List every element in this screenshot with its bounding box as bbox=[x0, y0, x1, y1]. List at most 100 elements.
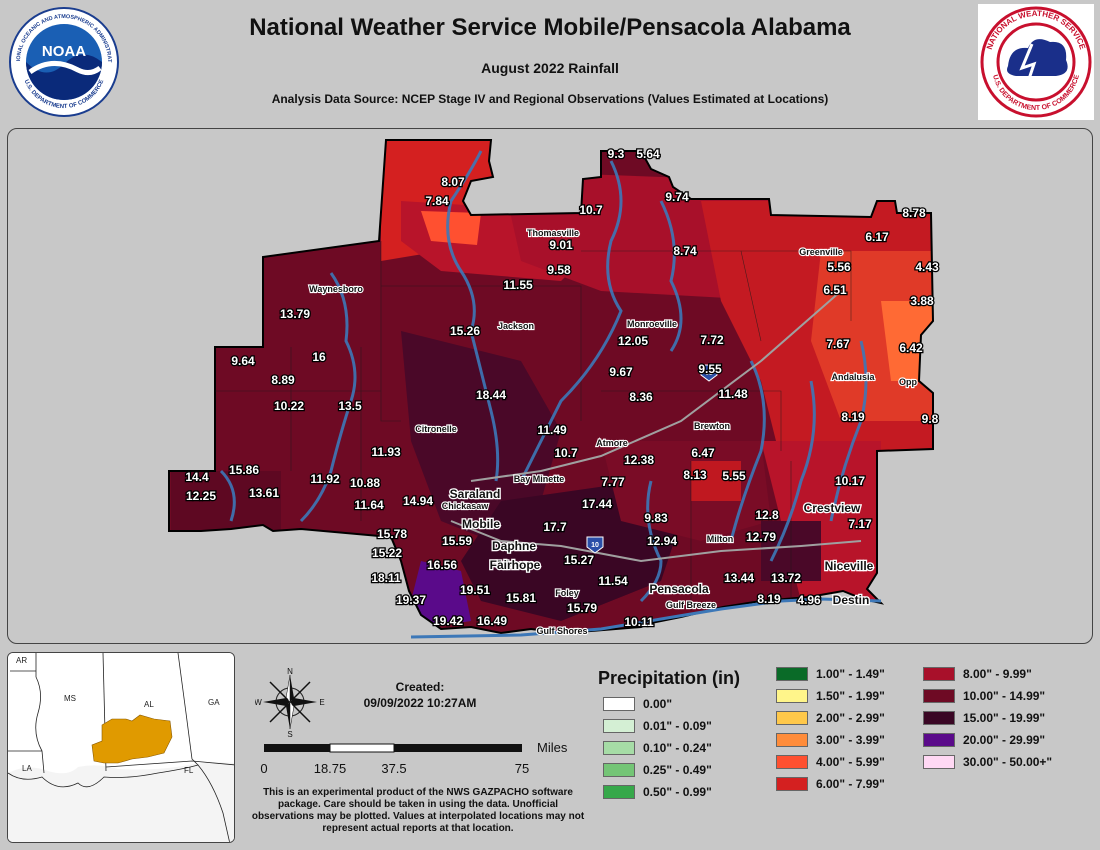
major-city-pensacola: Pensacola bbox=[649, 582, 709, 596]
rain-value-24: 9.67 bbox=[609, 365, 633, 379]
rain-value-75: 10.11 bbox=[624, 615, 654, 629]
rain-value-11: 4.43 bbox=[915, 260, 939, 274]
rain-value-52: 9.83 bbox=[644, 511, 668, 525]
legend-swatch bbox=[776, 689, 808, 703]
legend-label: 30.00" - 50.00+" bbox=[963, 755, 1053, 769]
rain-value-53: 12.8 bbox=[755, 508, 779, 522]
legend-item: 6.00" - 7.99" bbox=[776, 775, 885, 793]
inset-state-al: AL bbox=[144, 700, 154, 709]
major-city-daphne: Daphne bbox=[492, 539, 536, 553]
legend-label: 10.00" - 14.99" bbox=[963, 689, 1046, 703]
legend-title: Precipitation (in) bbox=[598, 668, 741, 688]
city-label-gulf-shores: Gulf Shores bbox=[536, 626, 587, 636]
legend-label: 0.25" - 0.49" bbox=[643, 763, 712, 777]
rain-value-25: 9.55 bbox=[698, 362, 722, 376]
major-city-niceville: Niceville bbox=[825, 559, 874, 573]
legend-item: 4.00" - 5.99" bbox=[776, 753, 885, 771]
legend-item: 1.50" - 1.99" bbox=[776, 687, 885, 705]
rain-value-67: 19.37 bbox=[396, 593, 426, 607]
rain-value-19: 7.72 bbox=[700, 333, 724, 347]
legend-swatch bbox=[923, 755, 955, 769]
rain-value-3: 7.84 bbox=[425, 194, 449, 208]
legend-label: 2.00" - 2.99" bbox=[816, 711, 885, 725]
city-label-brewton: Brewton bbox=[694, 421, 730, 431]
rain-value-31: 13.5 bbox=[338, 399, 362, 413]
map-title: National Weather Service Mobile/Pensacol… bbox=[249, 14, 851, 41]
legend-item: 10.00" - 14.99" bbox=[923, 687, 1045, 705]
rain-value-41: 7.77 bbox=[601, 475, 625, 489]
rain-value-34: 9.8 bbox=[922, 412, 939, 426]
rain-value-56: 17.7 bbox=[543, 520, 567, 534]
rain-value-38: 12.38 bbox=[624, 453, 654, 467]
legend-swatch bbox=[603, 741, 635, 755]
rain-value-8: 8.78 bbox=[902, 206, 926, 220]
compass-rose-icon: N S W E bbox=[255, 667, 325, 737]
inset-state-la: LA bbox=[22, 764, 32, 773]
rain-value-48: 10.88 bbox=[350, 476, 380, 490]
interstate-10-shield: 10 bbox=[586, 536, 604, 554]
rain-value-59: 12.79 bbox=[746, 530, 776, 544]
legend-swatch bbox=[776, 755, 808, 769]
legend-swatch bbox=[923, 711, 955, 725]
legend-label: 0.10" - 0.24" bbox=[643, 741, 712, 755]
legend-item: 0.00" bbox=[603, 695, 672, 713]
scale-tick-1: 18.75 bbox=[314, 761, 347, 776]
city-label-citronelle: Citronelle bbox=[415, 424, 457, 434]
major-city-destin: Destin bbox=[833, 593, 870, 607]
rain-value-20: 7.67 bbox=[826, 337, 850, 351]
rain-value-44: 10.17 bbox=[835, 474, 865, 488]
rain-value-13: 11.55 bbox=[503, 278, 533, 292]
legend-label: 0.00" bbox=[643, 697, 673, 711]
rain-value-28: 8.36 bbox=[629, 390, 653, 404]
rain-value-40: 15.86 bbox=[229, 463, 259, 477]
legend-label: 1.00" - 1.49" bbox=[816, 667, 885, 681]
rain-value-9: 6.17 bbox=[865, 230, 889, 244]
city-label-gulf-breeze: Gulf Breeze bbox=[666, 600, 716, 610]
major-city-mobile: Mobile bbox=[462, 517, 500, 531]
rain-value-54: 7.17 bbox=[848, 517, 872, 531]
legend-label: 15.00" - 19.99" bbox=[963, 711, 1046, 725]
legend-swatch bbox=[776, 777, 808, 791]
legend-item: 2.00" - 2.99" bbox=[776, 709, 885, 727]
map-subtitle: August 2022 Rainfall bbox=[481, 60, 619, 76]
legend-swatch bbox=[923, 733, 955, 747]
rain-value-71: 8.19 bbox=[757, 592, 781, 606]
compass-n: N bbox=[287, 667, 293, 676]
scale-tick-2: 37.5 bbox=[381, 761, 406, 776]
rain-value-63: 18.11 bbox=[371, 571, 401, 585]
legend-item: 0.01" - 0.09" bbox=[603, 717, 712, 735]
rain-value-37: 11.93 bbox=[371, 445, 401, 459]
legend-swatch bbox=[776, 667, 808, 681]
rain-value-30: 10.22 bbox=[274, 399, 304, 413]
rainfall-map-canvas: 65 10 Thomasville Greenville Waynesboro Jac… bbox=[168, 139, 940, 639]
rain-value-64: 11.54 bbox=[598, 574, 628, 588]
rain-value-65: 13.44 bbox=[724, 571, 754, 585]
rain-value-23: 16 bbox=[312, 350, 326, 364]
rain-value-70: 15.79 bbox=[567, 601, 597, 615]
rain-value-18: 12.05 bbox=[618, 334, 648, 348]
locator-inset-map: AR MS AL GA LA FL bbox=[7, 652, 235, 843]
rain-value-14: 6.51 bbox=[823, 283, 847, 297]
rain-value-22: 9.64 bbox=[231, 354, 255, 368]
legend-swatch bbox=[776, 733, 808, 747]
rain-value-73: 19.42 bbox=[433, 614, 463, 628]
legend-label: 8.00" - 9.99" bbox=[963, 667, 1032, 681]
legend-swatch bbox=[603, 719, 635, 733]
rain-value-33: 8.19 bbox=[841, 410, 865, 424]
city-label-milton: Milton bbox=[707, 534, 734, 544]
noaa-wordmark: NOAA bbox=[42, 43, 86, 60]
legend-swatch bbox=[603, 763, 635, 777]
rain-value-47: 11.92 bbox=[310, 472, 340, 486]
legend-swatch bbox=[603, 785, 635, 799]
rain-value-35: 10.7 bbox=[554, 446, 578, 460]
major-city-fairhope: Fairhope bbox=[490, 558, 541, 572]
city-label-foley: Foley bbox=[555, 588, 579, 598]
interstate-10-label: 10 bbox=[591, 542, 599, 549]
rain-value-29: 11.48 bbox=[718, 387, 748, 401]
rain-value-21: 6.42 bbox=[899, 341, 923, 355]
legend-label: 1.50" - 1.99" bbox=[816, 689, 885, 703]
city-label-chickasaw: Chickasaw bbox=[442, 501, 490, 511]
city-label-thomasville: Thomasville bbox=[527, 228, 579, 238]
legend-item: 8.00" - 9.99" bbox=[923, 665, 1032, 683]
inset-state-ga: GA bbox=[208, 698, 220, 707]
